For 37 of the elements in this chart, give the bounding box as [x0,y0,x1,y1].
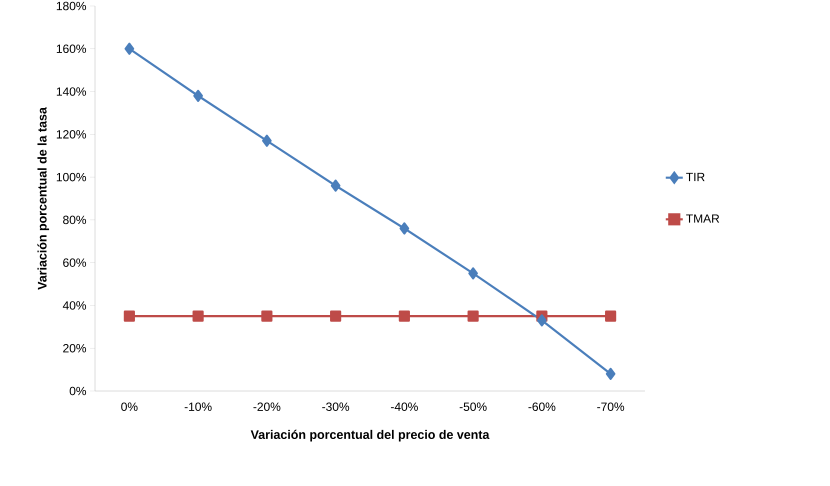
y-tick-label: 40% [62,301,86,310]
x-tick-label: -60% [528,402,556,411]
point [262,134,272,147]
y-tick-label: 160% [56,44,86,53]
point [124,42,134,55]
point [398,310,410,322]
y-tick-label: 140% [56,87,86,96]
point [468,267,478,280]
y-tick-label: 80% [63,216,86,224]
legend-label: TIR [686,172,705,182]
x-tick-label: -20% [253,402,280,411]
point [605,310,616,322]
x-tick-label: -10% [184,402,212,411]
x-tick-label: -50% [460,402,487,411]
point [537,314,547,326]
y-tick-label: 180% [56,2,86,10]
y-tick-label: 60% [63,258,86,267]
y-axis-title: Variación porcentual de la tasa [37,107,50,290]
y-tick-label: 100% [56,172,86,182]
x-tick-label: -40% [390,402,418,411]
point [468,310,479,322]
point [330,310,342,322]
y-tick-label: 20% [63,344,86,352]
point [606,368,616,380]
x-tick-label: -30% [322,402,350,411]
point [261,310,272,322]
legend-label: TMAR [686,214,720,223]
point [330,180,340,192]
x-tick-label: 0% [121,402,138,411]
point [192,310,204,322]
y-tick-label: 120% [56,130,86,139]
x-tick-label: -70% [597,402,624,411]
point [193,90,203,102]
x-axis-title: Variación porcentual del precio de venta [250,430,490,442]
y-tick-label: 0% [70,386,86,396]
point [124,310,135,322]
point [400,222,410,235]
